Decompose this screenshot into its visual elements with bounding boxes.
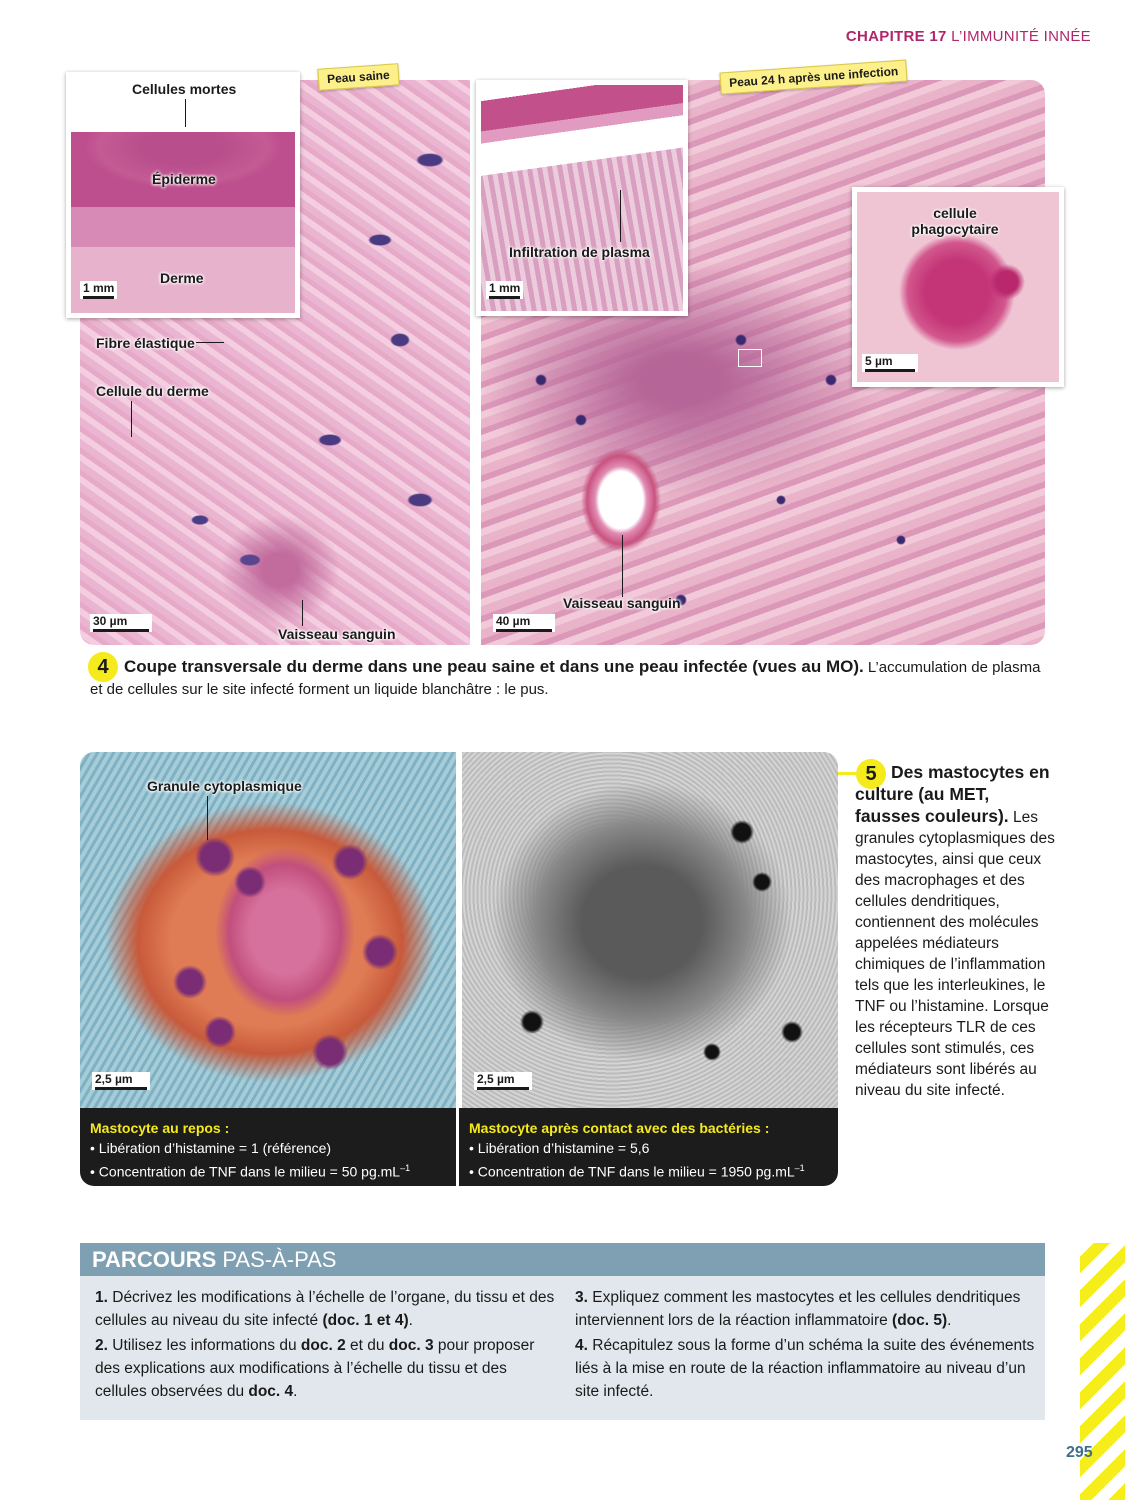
question-2: 2. Utilisez les informations du doc. 2 e… xyxy=(95,1334,555,1403)
leader-line xyxy=(131,401,132,437)
tnf-line: • Concentration de TNF dans le milieu = … xyxy=(469,1158,828,1182)
question-number: 2. xyxy=(95,1337,108,1354)
mast-cell-resting-info: Mastocyte au repos : • Libération d’hist… xyxy=(80,1108,456,1186)
doc5-caption: Des mastocytes en culture (au MET, fauss… xyxy=(855,762,1055,1101)
zoom-region-marker xyxy=(738,349,762,367)
chapter-title: L’IMMUNITÉ INNÉE xyxy=(951,28,1091,45)
scale-text: 2,5 µm xyxy=(95,1072,133,1086)
doc4-caption-text: L’accumulation de plasma et de cellules … xyxy=(90,659,1041,698)
tnf-exponent: –1 xyxy=(400,1163,411,1173)
scale-text: 40 µm xyxy=(496,614,531,628)
doc5-caption-title: Des mastocytes en culture (au MET, fauss… xyxy=(855,762,1050,826)
scale-text: 5 µm xyxy=(865,354,893,368)
mast-cell-activated-info: Mastocyte après contact avec des bactéri… xyxy=(459,1108,838,1186)
tnf-text: • Concentration de TNF dans le milieu = … xyxy=(469,1163,795,1180)
chapter-number: CHAPITRE 17 xyxy=(845,28,947,45)
parcours-title: PARCOURS xyxy=(92,1247,217,1272)
leader-line xyxy=(620,190,621,242)
scale-text: 2,5 µm xyxy=(477,1072,515,1086)
label-dermis-cell: Cellule du derme xyxy=(96,383,209,399)
doc4-caption: Coupe transversale du derme dans une pea… xyxy=(90,656,1045,701)
mast-cell-resting-micrograph xyxy=(80,752,456,1108)
scale-bar-inset1: 1 mm xyxy=(80,281,118,299)
label-blood-vessel-infected: Vaisseau sanguin xyxy=(563,595,681,611)
label-dermis: Derme xyxy=(160,270,204,286)
scale-bar-infected: 40 µm xyxy=(493,614,555,632)
question-text: . xyxy=(947,1312,952,1329)
doc5-caption-text: Les granules cytoplasmiques des mastocyt… xyxy=(855,809,1055,1099)
question-3: 3. Expliquez comment les mastocytes et l… xyxy=(575,1286,1035,1332)
parcours-header: PARCOURS PAS-À-PAS xyxy=(80,1243,1045,1276)
label-dead-cells: Cellules mortes xyxy=(132,81,237,97)
info-heading: Mastocyte au repos : xyxy=(90,1120,230,1136)
tnf-line: • Concentration de TNF dans le milieu = … xyxy=(90,1158,446,1182)
scale-text: 1 mm xyxy=(83,281,115,295)
doc5-marker-line xyxy=(838,772,856,775)
question-text: Décrivez les modifications à l’échelle d… xyxy=(95,1289,555,1329)
doc-ref: doc. 3 xyxy=(388,1337,434,1354)
question-number: 4. xyxy=(575,1337,588,1354)
scale-bar-phagocyte: 5 µm xyxy=(862,354,918,372)
question-text: Utilisez les informations du xyxy=(107,1337,301,1354)
tnf-exponent: –1 xyxy=(794,1163,805,1173)
histamine-line: • Libération d’histamine = 1 (référence) xyxy=(90,1140,332,1156)
doc-ref: (doc. 1 et 4) xyxy=(322,1312,409,1329)
question-number: 1. xyxy=(95,1289,108,1306)
infected-skin-inset xyxy=(476,80,688,316)
question-4: 4. Récapitulez sous la forme d’un schéma… xyxy=(575,1334,1035,1403)
tnf-text: • Concentration de TNF dans le milieu = … xyxy=(90,1163,401,1180)
leader-line xyxy=(622,535,623,597)
doc4-caption-title: Coupe transversale du derme dans une pea… xyxy=(124,657,864,676)
parcours-column-left: 1. Décrivez les modifications à l’échell… xyxy=(95,1286,555,1403)
leader-line xyxy=(196,342,224,343)
leader-line xyxy=(207,796,208,840)
leader-line xyxy=(302,600,303,626)
parcours-column-right: 3. Expliquez comment les mastocytes et l… xyxy=(575,1286,1035,1403)
scale-text: 1 mm xyxy=(489,281,521,295)
scale-bar-mast1: 2,5 µm xyxy=(92,1072,150,1090)
question-text: . xyxy=(408,1312,413,1329)
doc-ref: doc. 4 xyxy=(248,1383,294,1400)
chapter-header: CHAPITRE 17 L’IMMUNITÉ INNÉE xyxy=(846,28,1091,45)
mast-cell-activated-micrograph xyxy=(462,752,838,1108)
scale-text: 30 µm xyxy=(93,614,128,628)
label-blood-vessel-healthy: Vaisseau sanguin xyxy=(278,626,396,642)
label-cytoplasmic-granule: Granule cytoplasmique xyxy=(147,778,302,794)
label-elastic-fiber: Fibre élastique xyxy=(96,335,195,351)
phagocyte-inset xyxy=(852,187,1064,387)
question-text: . xyxy=(293,1383,298,1400)
scale-bar-inset2: 1 mm xyxy=(486,281,524,299)
doc-ref: doc. 2 xyxy=(300,1337,346,1354)
question-text: Récapitulez sous la forme d’un schéma la… xyxy=(575,1337,1035,1400)
question-number: 3. xyxy=(575,1289,588,1306)
doc-number-5: 5 xyxy=(856,759,886,789)
page-number: 295 xyxy=(1066,1444,1093,1461)
histamine-line: • Libération d’histamine = 5,6 xyxy=(469,1140,650,1156)
leader-line xyxy=(185,99,186,127)
label-plasma-infiltration: Infiltration de plasma xyxy=(509,244,650,260)
scale-bar-healthy: 30 µm xyxy=(90,614,152,632)
label-epidermis: Épiderme xyxy=(152,171,216,187)
scale-bar-mast2: 2,5 µm xyxy=(474,1072,532,1090)
info-heading: Mastocyte après contact avec des bactéri… xyxy=(469,1120,770,1136)
doc-ref: (doc. 5) xyxy=(892,1312,948,1329)
question-text: Expliquez comment les mastocytes et les … xyxy=(575,1289,1021,1329)
question-text: pour proposer des explications aux modif… xyxy=(95,1337,535,1400)
question-text: et du xyxy=(345,1337,389,1354)
decorative-stripes xyxy=(1080,1243,1125,1500)
label-phagocyte: cellule phagocytaire xyxy=(911,205,999,237)
parcours-body xyxy=(80,1276,1045,1420)
healthy-skin-inset xyxy=(66,72,300,318)
parcours-subtitle: PAS-À-PAS xyxy=(216,1247,337,1272)
question-1: 1. Décrivez les modifications à l’échell… xyxy=(95,1286,555,1332)
doc-number-4: 4 xyxy=(88,652,118,682)
